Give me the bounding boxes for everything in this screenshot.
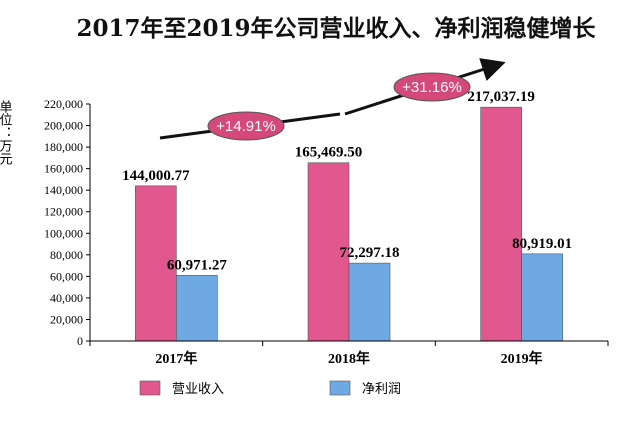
- data-labels: 144,000.77 60,971.27 165,469.50 72,297.18 21…: [122, 89, 572, 273]
- x-tick-label: 2019年: [501, 350, 543, 367]
- y-tick-label: 60,000: [50, 269, 83, 283]
- y-tick-label: 20,000: [50, 312, 83, 326]
- growth-badge-2019: +31.16%: [393, 72, 471, 102]
- x-tick-label: 2017年: [155, 350, 197, 367]
- legend-label-revenue: 营业收入: [172, 382, 224, 397]
- legend-label-profit: 净利润: [362, 382, 401, 397]
- x-tick-label: 2018年: [328, 350, 370, 367]
- legend-swatch-revenue: [139, 380, 161, 396]
- growth-label-2018: +14.91%: [216, 118, 276, 135]
- y-tick-label: 140,000: [44, 183, 83, 197]
- bar-net-profit: [348, 262, 391, 342]
- legend-swatch-profit: [329, 380, 351, 396]
- bar-revenue: [307, 162, 350, 342]
- chart-title: 2017年至2019年公司营业收入、净利润稳健增长: [76, 15, 596, 42]
- data-label-net-profit: 72,297.18: [340, 245, 400, 261]
- y-tick-label: 80,000: [50, 248, 83, 262]
- bar-series: [135, 106, 563, 342]
- growth-badge-2018: +14.91%: [207, 111, 285, 141]
- growth-label-2019: +31.16%: [402, 79, 462, 96]
- y-tick-label: 220,000: [44, 97, 83, 111]
- bar-net-profit: [521, 253, 563, 342]
- bar-net-profit: [176, 275, 218, 342]
- bar-revenue: [135, 185, 177, 342]
- y-axis: 0 20,000 40,000 60,000 80,000 100,000 120,000 1…: [44, 97, 91, 348]
- y-axis-label: 单位：万元: [0, 100, 12, 166]
- data-label-revenue: 144,000.77: [122, 168, 190, 184]
- y-tick-label: 200,000: [44, 119, 83, 133]
- y-tick-label: 100,000: [44, 226, 83, 240]
- y-tick-label: 160,000: [44, 162, 83, 176]
- x-axis: 2017年 2018年 2019年: [89, 340, 609, 367]
- y-tick-label: 0: [77, 334, 83, 348]
- legend: 营业收入 净利润: [139, 380, 401, 397]
- data-label-net-profit: 80,919.01: [512, 236, 572, 252]
- data-label-net-profit: 60,971.27: [167, 257, 228, 273]
- y-tick-label: 40,000: [50, 291, 83, 305]
- data-label-revenue: 165,469.50: [295, 145, 363, 161]
- bar-revenue: [480, 106, 522, 342]
- y-tick-label: 180,000: [44, 140, 83, 154]
- data-label-revenue: 217,037.19: [467, 89, 535, 105]
- y-tick-label: 120,000: [44, 205, 83, 219]
